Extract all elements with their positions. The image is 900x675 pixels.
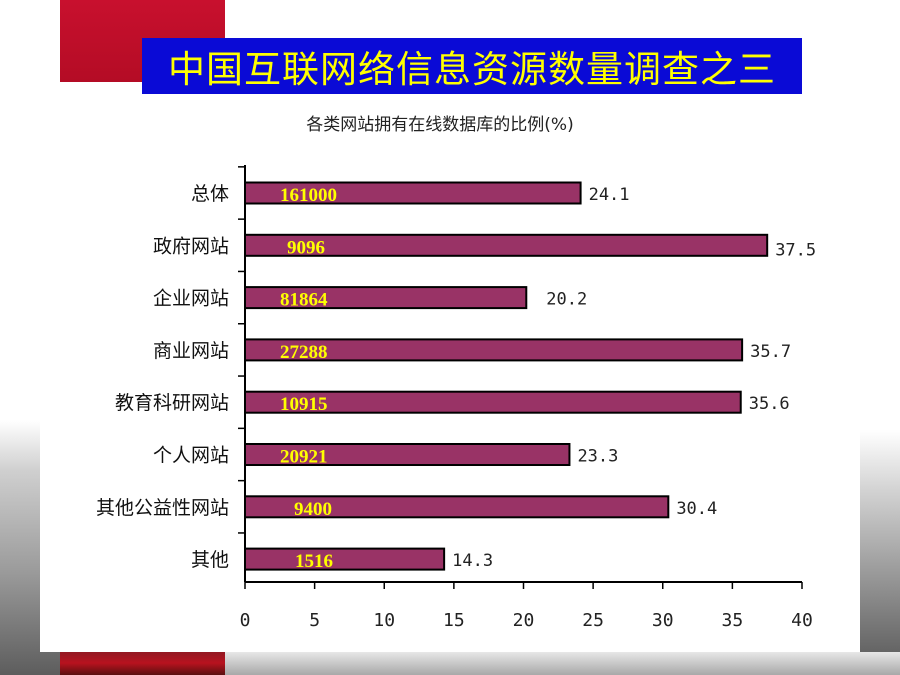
chart-panel [40, 82, 860, 652]
x-tick-label: 20 [513, 610, 535, 631]
bar-annotation: 9400 [294, 499, 332, 520]
value-label: 23.3 [577, 447, 618, 467]
x-tick-label: 25 [582, 610, 604, 631]
bar [244, 443, 571, 466]
bar-annotation: 81864 [280, 290, 328, 311]
bar [244, 390, 742, 414]
category-label: 其他公益性网站 [96, 497, 229, 519]
mist-decoration-bottom [225, 652, 900, 675]
bar [244, 547, 446, 571]
category-label: 商业网站 [153, 340, 229, 362]
category-label: 政府网站 [153, 235, 229, 257]
value-label: 20.2 [546, 290, 587, 310]
x-tick-label: 40 [791, 610, 813, 631]
chart-subtitle: 各类网站拥有在线数据库的比例(%) [306, 115, 573, 135]
value-label: 24.1 [589, 185, 630, 205]
value-label: 14.3 [452, 551, 493, 571]
value-label: 30.4 [676, 499, 717, 519]
category-label: 企业网站 [153, 288, 229, 310]
x-tick-label: 30 [652, 610, 674, 631]
value-label: 37.5 [775, 240, 816, 260]
labels-group: 总体 24.1 161000 政府网站 37.5 9096 企业网站 20.2 81864 商业网… [96, 183, 816, 572]
category-label: 其他 [191, 549, 229, 571]
value-label: 35.7 [750, 342, 791, 362]
x-tick-label: 5 [309, 610, 320, 631]
bar [244, 495, 670, 519]
slide-title: 中国互联网络信息资源数量调查之三 [168, 48, 776, 91]
x-tick-label: 10 [373, 610, 395, 631]
x-tick-label: 0 [240, 610, 251, 631]
bars-group [244, 181, 769, 571]
x-tick-label: 35 [722, 610, 744, 631]
bar-annotation: 20921 [280, 447, 328, 468]
bar [244, 338, 744, 362]
bar-annotation: 9096 [287, 237, 325, 258]
bar-annotation: 10915 [280, 394, 328, 415]
bar [244, 181, 582, 205]
bar [244, 286, 528, 310]
x-tick-label: 15 [443, 610, 465, 631]
bar [244, 233, 769, 257]
bar-annotation: 27288 [280, 342, 328, 363]
category-label: 个人网站 [153, 445, 229, 467]
title-banner: 中国互联网络信息资源数量调查之三 [142, 38, 802, 94]
bar-annotation: 1516 [295, 551, 333, 572]
bar-annotation: 161000 [280, 185, 337, 206]
mist-decoration-right [860, 430, 900, 675]
category-label: 总体 [191, 183, 229, 205]
value-label: 35.6 [749, 394, 790, 414]
category-label: 教育科研网站 [115, 392, 229, 414]
